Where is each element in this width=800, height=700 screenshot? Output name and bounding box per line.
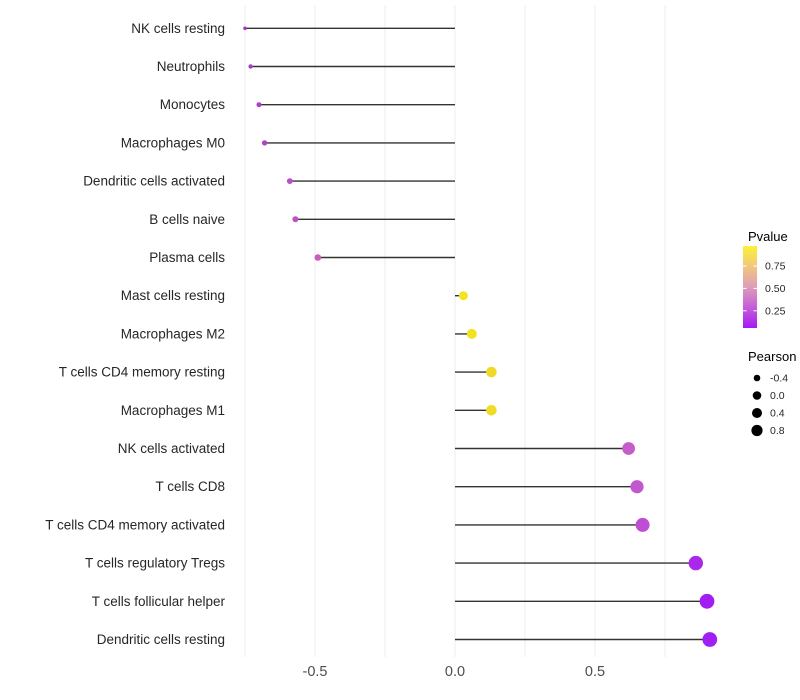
- y-axis-label: Dendritic cells resting: [97, 632, 225, 647]
- pearson-legend-label: -0.4: [770, 373, 788, 385]
- pvalue-gradient-bar: [743, 246, 757, 328]
- lollipop-dot: [286, 178, 293, 185]
- lollipop-dot: [256, 102, 262, 108]
- y-axis-label: Mast cells resting: [121, 288, 225, 303]
- lollipop-dot: [243, 26, 247, 31]
- y-axis-label: Neutrophils: [157, 59, 226, 74]
- pvalue-tick-label: 0.25: [765, 305, 786, 317]
- pvalue-legend-title: Pvalue: [748, 229, 788, 244]
- y-axis-label: T cells follicular helper: [92, 594, 226, 609]
- lollipop-dot: [688, 555, 703, 571]
- lollipop-dot: [261, 140, 268, 146]
- pearson-legend-label: 0.4: [770, 408, 785, 420]
- lollipop-dot: [458, 291, 468, 301]
- y-axis-label: Macrophages M2: [121, 326, 225, 341]
- y-axis-label: Dendritic cells activated: [83, 174, 225, 189]
- pearson-legend-label: 0.0: [770, 390, 785, 402]
- lollipop-dot: [699, 593, 715, 609]
- y-axis-label: NK cells activated: [118, 441, 225, 456]
- y-axis-label: T cells CD4 memory resting: [59, 365, 225, 380]
- pearson-legend-title: Pearson: [748, 349, 796, 364]
- y-axis-label: Plasma cells: [149, 250, 225, 265]
- lollipop-dot: [630, 480, 644, 494]
- lollipop-dot: [486, 366, 497, 378]
- y-axis-label: T cells CD8: [155, 479, 225, 494]
- pvalue-tick-label: 0.50: [765, 283, 786, 295]
- x-axis-tick-label: 0.0: [445, 664, 465, 680]
- pearson-legend-dot: [752, 408, 762, 418]
- pearson-legend-dot: [753, 374, 761, 382]
- pearson-legend-dot: [751, 424, 763, 437]
- pearson-legend-dot: [752, 391, 762, 400]
- y-axis-label: Monocytes: [160, 97, 226, 112]
- lollipop-dot: [635, 517, 650, 532]
- lollipop-dot: [466, 328, 477, 339]
- y-axis-label: B cells naive: [149, 212, 225, 227]
- x-axis-tick-label: -0.5: [303, 664, 328, 680]
- y-axis-label: Macrophages M0: [121, 135, 225, 150]
- lollipop-dot: [248, 64, 253, 69]
- y-axis-label: T cells CD4 memory activated: [45, 517, 225, 532]
- pvalue-tick-label: 0.75: [765, 261, 786, 273]
- lollipop-dot: [486, 405, 497, 416]
- lollipop-dot: [702, 632, 718, 647]
- pearson-legend-label: 0.8: [770, 425, 785, 437]
- lollipop-dot: [622, 442, 635, 455]
- lollipop-dot: [292, 216, 299, 223]
- x-axis-tick-label: 0.5: [585, 664, 605, 680]
- y-axis-label: Macrophages M1: [121, 403, 225, 418]
- y-axis-label: NK cells resting: [131, 21, 225, 36]
- y-axis-label: T cells regulatory Tregs: [85, 556, 225, 571]
- lollipop-dot: [314, 254, 322, 261]
